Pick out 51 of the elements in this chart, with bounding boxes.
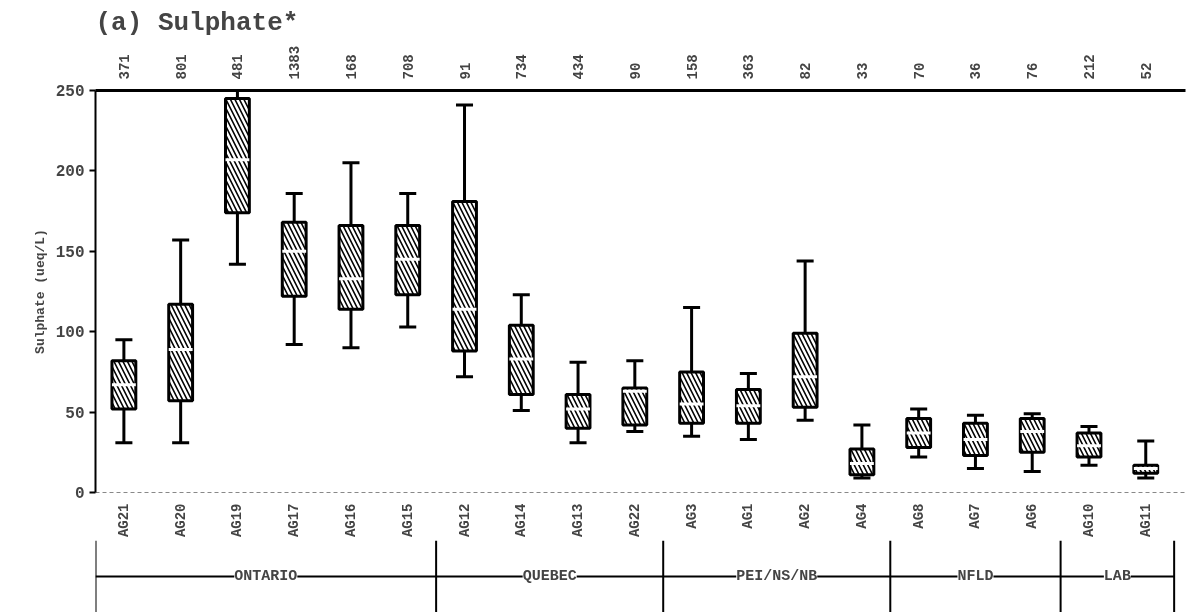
text: 76 xyxy=(1025,62,1042,80)
x-tick-label: AG7 xyxy=(967,503,984,529)
text: 90 xyxy=(627,62,644,80)
x-tick-label: AG17 xyxy=(286,503,303,538)
text: NFLD xyxy=(957,568,994,585)
x-tick-label: AG6 xyxy=(1024,503,1041,529)
y-tick-label: 0 xyxy=(74,485,85,503)
x-tick-label: AG21 xyxy=(115,503,132,538)
text: 1383 xyxy=(287,45,304,80)
x-tick-label: AG3 xyxy=(683,503,700,529)
y-tick-label: 150 xyxy=(55,243,85,262)
x-tick-label: AG8 xyxy=(910,503,927,529)
x-tick-label: AG14 xyxy=(513,503,530,538)
x-tick-label: AG2 xyxy=(797,503,814,529)
x-tick-label: AG10 xyxy=(1080,503,1097,538)
text: 91 xyxy=(457,62,474,80)
text: 168 xyxy=(343,54,360,80)
x-tick-label: AG20 xyxy=(172,503,189,538)
text: ONTARIO xyxy=(234,568,298,585)
y-tick-label: 250 xyxy=(55,83,85,101)
text: 82 xyxy=(798,62,815,80)
x-tick-label: AG19 xyxy=(229,503,246,538)
text: 708 xyxy=(400,54,417,80)
x-tick-label: AG13 xyxy=(570,503,587,538)
y-tick-label: 200 xyxy=(55,163,85,182)
x-tick-label: AG12 xyxy=(456,503,473,538)
text: 52 xyxy=(1138,62,1155,80)
x-tick-label: AG16 xyxy=(342,503,359,538)
x-tick-label: AG11 xyxy=(1137,503,1154,538)
text: 36 xyxy=(968,62,985,80)
x-tick-label: AG4 xyxy=(853,503,870,529)
x-tick-label: AG15 xyxy=(399,503,416,538)
text: 363 xyxy=(741,54,758,80)
x-tick-label: AG1 xyxy=(740,503,757,529)
y-axis-title: Sulphate (ueq/L) xyxy=(32,229,48,354)
x-tick-label: AG22 xyxy=(626,503,643,538)
y-tick-label: 100 xyxy=(55,324,85,343)
text: 158 xyxy=(684,54,701,80)
text: 70 xyxy=(911,62,928,80)
chart-title: (a) Sulphate* xyxy=(95,7,299,38)
text: PEI/NS/NB xyxy=(736,568,818,585)
text: LAB xyxy=(1103,568,1131,585)
text: 434 xyxy=(571,54,588,80)
text: 801 xyxy=(173,54,190,80)
text: 371 xyxy=(116,54,133,80)
text: 481 xyxy=(230,54,247,80)
text: 212 xyxy=(1081,54,1098,80)
text: 734 xyxy=(514,54,531,80)
text: QUEBEC xyxy=(522,568,577,585)
y-tick-label: 50 xyxy=(65,404,85,423)
text: 33 xyxy=(854,62,871,80)
